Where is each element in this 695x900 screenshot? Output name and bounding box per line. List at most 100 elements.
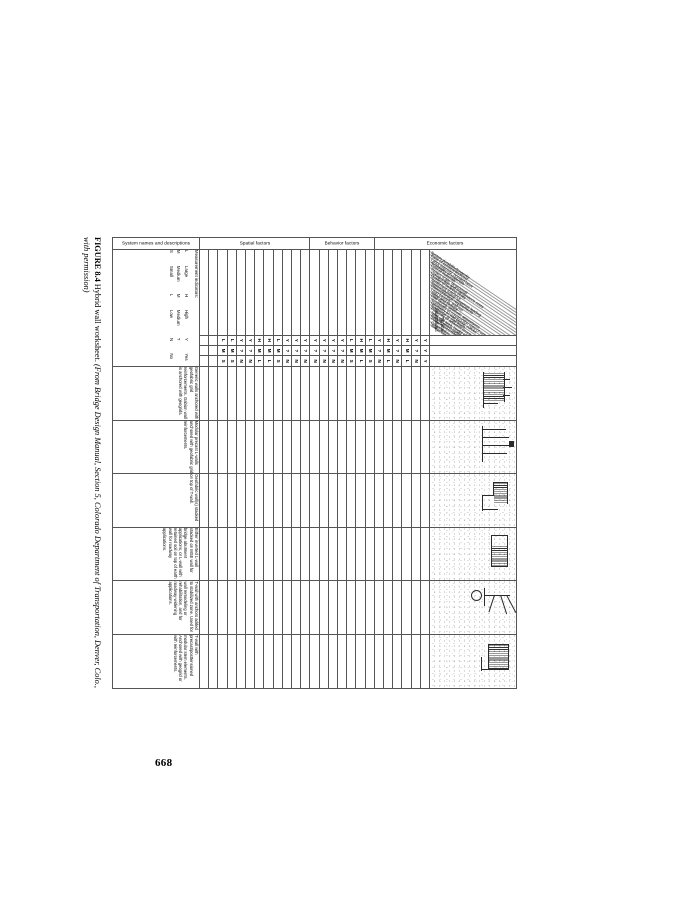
checkbox-cell-9-0[interactable]: [337, 366, 347, 421]
checkbox-cell-21-2[interactable]: [227, 473, 237, 528]
checkbox-cell-5-5[interactable]: [374, 634, 384, 689]
checkbox-cell-20-1[interactable]: [236, 420, 246, 474]
checkbox-cell-6-4[interactable]: [365, 580, 375, 635]
checkbox-cell-22-5[interactable]: [217, 634, 228, 689]
checkbox-cell-11-5[interactable]: [319, 634, 329, 689]
checkbox-cell-17-2[interactable]: [263, 473, 274, 528]
checkbox-cell-5-4[interactable]: [374, 580, 384, 635]
checkbox-cell-15-3[interactable]: [282, 527, 292, 581]
checkbox-cell-8-5[interactable]: [346, 634, 356, 689]
checkbox-cell-7-4[interactable]: [355, 580, 366, 635]
checkbox-cell-16-3[interactable]: [273, 527, 283, 581]
checkbox-cell-20-3[interactable]: [236, 527, 246, 581]
checkbox-cell-5-2[interactable]: [374, 473, 384, 528]
checkbox-cell-14-3[interactable]: [291, 527, 301, 581]
checkbox-cell-24-3[interactable]: [199, 527, 209, 581]
checkbox-cell-13-4[interactable]: [300, 580, 310, 635]
checkbox-cell-2-0[interactable]: [401, 366, 412, 421]
checkbox-cell-13-5[interactable]: [300, 634, 310, 689]
checkbox-cell-9-1[interactable]: [337, 420, 347, 474]
checkbox-cell-19-1[interactable]: [245, 420, 255, 474]
checkbox-cell-18-5[interactable]: [254, 634, 264, 689]
checkbox-cell-4-4[interactable]: [383, 580, 393, 635]
checkbox-cell-21-4[interactable]: [227, 580, 237, 635]
checkbox-cell-0-3[interactable]: [420, 527, 430, 581]
checkbox-cell-7-0[interactable]: [355, 366, 366, 421]
checkbox-cell-18-0[interactable]: [254, 366, 264, 421]
checkbox-cell-1-5[interactable]: [411, 634, 421, 689]
checkbox-cell-11-3[interactable]: [319, 527, 329, 581]
checkbox-cell-18-2[interactable]: [254, 473, 264, 528]
checkbox-cell-12-1[interactable]: [309, 420, 320, 474]
checkbox-cell-24-2[interactable]: [199, 473, 209, 528]
checkbox-cell-14-0[interactable]: [291, 366, 301, 421]
checkbox-cell-9-5[interactable]: [337, 634, 347, 689]
checkbox-cell-23-3[interactable]: [208, 527, 218, 581]
checkbox-cell-16-2[interactable]: [273, 473, 283, 528]
checkbox-cell-18-4[interactable]: [254, 580, 264, 635]
checkbox-cell-10-3[interactable]: [328, 527, 338, 581]
checkbox-cell-20-5[interactable]: [236, 634, 246, 689]
checkbox-cell-6-2[interactable]: [365, 473, 375, 528]
checkbox-cell-0-1[interactable]: [420, 420, 430, 474]
checkbox-cell-19-5[interactable]: [245, 634, 255, 689]
checkbox-cell-15-0[interactable]: [282, 366, 292, 421]
checkbox-cell-11-4[interactable]: [319, 580, 329, 635]
checkbox-cell-21-5[interactable]: [227, 634, 237, 689]
checkbox-cell-13-1[interactable]: [300, 420, 310, 474]
checkbox-cell-18-3[interactable]: [254, 527, 264, 581]
checkbox-cell-0-0[interactable]: [420, 366, 430, 421]
checkbox-cell-5-0[interactable]: [374, 366, 384, 421]
checkbox-cell-10-4[interactable]: [328, 580, 338, 635]
checkbox-cell-10-2[interactable]: [328, 473, 338, 528]
checkbox-cell-13-3[interactable]: [300, 527, 310, 581]
checkbox-cell-1-4[interactable]: [411, 580, 421, 635]
checkbox-cell-21-3[interactable]: [227, 527, 237, 581]
checkbox-cell-14-2[interactable]: [291, 473, 301, 528]
checkbox-cell-4-0[interactable]: [383, 366, 393, 421]
checkbox-cell-16-0[interactable]: [273, 366, 283, 421]
checkbox-cell-13-2[interactable]: [300, 473, 310, 528]
checkbox-cell-3-4[interactable]: [392, 580, 402, 635]
checkbox-cell-21-0[interactable]: [227, 366, 237, 421]
checkbox-cell-7-2[interactable]: [355, 473, 366, 528]
checkbox-cell-16-1[interactable]: [273, 420, 283, 474]
checkbox-cell-4-5[interactable]: [383, 634, 393, 689]
checkbox-cell-24-0[interactable]: [199, 366, 209, 421]
checkbox-cell-23-0[interactable]: [208, 366, 218, 421]
checkbox-cell-8-3[interactable]: [346, 527, 356, 581]
checkbox-cell-4-2[interactable]: [383, 473, 393, 528]
checkbox-cell-22-2[interactable]: [217, 473, 228, 528]
checkbox-cell-2-2[interactable]: [401, 473, 412, 528]
checkbox-cell-1-3[interactable]: [411, 527, 421, 581]
checkbox-cell-13-0[interactable]: [300, 366, 310, 421]
checkbox-cell-1-2[interactable]: [411, 473, 421, 528]
checkbox-cell-2-1[interactable]: [401, 420, 412, 474]
checkbox-cell-14-4[interactable]: [291, 580, 301, 635]
checkbox-cell-15-1[interactable]: [282, 420, 292, 474]
checkbox-cell-2-5[interactable]: [401, 634, 412, 689]
checkbox-cell-18-1[interactable]: [254, 420, 264, 474]
checkbox-cell-21-1[interactable]: [227, 420, 237, 474]
checkbox-cell-12-2[interactable]: [309, 473, 320, 528]
checkbox-cell-20-0[interactable]: [236, 366, 246, 421]
checkbox-cell-10-0[interactable]: [328, 366, 338, 421]
checkbox-cell-20-2[interactable]: [236, 473, 246, 528]
checkbox-cell-15-2[interactable]: [282, 473, 292, 528]
checkbox-cell-11-0[interactable]: [319, 366, 329, 421]
checkbox-cell-22-3[interactable]: [217, 527, 228, 581]
checkbox-cell-6-0[interactable]: [365, 366, 375, 421]
checkbox-cell-24-4[interactable]: [199, 580, 209, 635]
checkbox-cell-12-4[interactable]: [309, 580, 320, 635]
checkbox-cell-3-1[interactable]: [392, 420, 402, 474]
checkbox-cell-9-2[interactable]: [337, 473, 347, 528]
checkbox-cell-0-5[interactable]: [420, 634, 430, 689]
checkbox-cell-22-4[interactable]: [217, 580, 228, 635]
checkbox-cell-23-4[interactable]: [208, 580, 218, 635]
checkbox-cell-8-1[interactable]: [346, 420, 356, 474]
checkbox-cell-8-4[interactable]: [346, 580, 356, 635]
checkbox-cell-14-5[interactable]: [291, 634, 301, 689]
checkbox-cell-7-5[interactable]: [355, 634, 366, 689]
checkbox-cell-16-4[interactable]: [273, 580, 283, 635]
checkbox-cell-4-3[interactable]: [383, 527, 393, 581]
